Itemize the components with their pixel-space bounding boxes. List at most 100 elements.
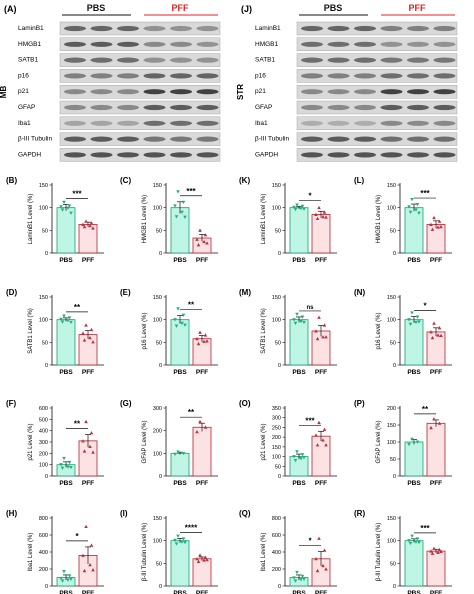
y-tick-label: 150: [39, 295, 48, 301]
blot-band: [433, 57, 456, 63]
data-point: [300, 204, 305, 209]
blot-band: [196, 104, 219, 111]
x-tick-label: PBS: [407, 369, 421, 376]
data-point: [202, 558, 206, 562]
blot-band: [301, 57, 323, 63]
y-tick-label: 100: [387, 318, 396, 324]
blot-strip: [296, 21, 458, 36]
data-point: [410, 437, 414, 442]
panel-label: (I): [120, 509, 128, 518]
y-tick-label: 150: [39, 183, 48, 189]
y-tick-label: 200: [39, 567, 48, 573]
data-point: [415, 315, 420, 319]
blot-band: [407, 120, 429, 126]
data-point: [88, 224, 92, 228]
bar: [404, 207, 424, 254]
blot-band: [301, 41, 323, 47]
data-point: [69, 320, 73, 325]
blot-band: [433, 136, 456, 142]
panel-label: (H): [6, 509, 17, 518]
panel-label: (B): [6, 176, 17, 185]
x-tick-label: PBS: [59, 369, 73, 376]
y-axis-label: LaminB1 Level (%): [261, 194, 267, 245]
blot-row-label: p21: [18, 88, 29, 95]
y-tick-label: 0: [45, 474, 48, 480]
blot-band: [170, 104, 192, 111]
x-tick-label: PBS: [407, 590, 421, 594]
blot-row-label: β-III Tubulin: [255, 136, 289, 143]
blot-row-label: HMGB1: [255, 41, 279, 48]
y-tick-label: 100: [153, 206, 162, 212]
x-tick-label: PBS: [59, 480, 73, 487]
blot-band: [407, 104, 429, 111]
y-tick-label: 150: [387, 183, 396, 189]
data-point: [91, 226, 95, 230]
x-tick-label: PFF: [82, 257, 94, 264]
data-point: [89, 221, 94, 225]
data-point: [295, 450, 299, 454]
data-point: [183, 323, 187, 327]
y-tick-label: 50: [156, 340, 162, 346]
panel-label: (N): [354, 288, 365, 297]
data-point: [198, 228, 202, 232]
y-tick-label: 50: [275, 228, 281, 234]
blot-band: [117, 120, 139, 126]
y-tick-label: 0: [159, 584, 162, 590]
bar: [404, 540, 424, 587]
y-axis-label: p21 Level (%): [28, 423, 34, 460]
blot-band: [117, 104, 139, 111]
data-point: [293, 458, 298, 463]
data-point: [437, 547, 442, 552]
panel-label: (P): [354, 399, 365, 408]
blot-panel-mb: (A) PBS PFF MB LaminB1 HMGB1 SATB1 p16 p21 GFAP Ib…: [0, 3, 221, 162]
data-point: [317, 315, 321, 319]
data-point: [198, 330, 202, 334]
blot-band: [380, 57, 403, 63]
blot-band: [380, 73, 403, 79]
blot-row-label: GAPDH: [255, 151, 278, 158]
blot-band: [170, 89, 192, 95]
significance-label: *: [423, 301, 427, 310]
bar: [56, 207, 76, 254]
data-point: [314, 433, 318, 437]
y-axis-label: GFAP Level (%): [142, 421, 148, 464]
data-point: [60, 579, 65, 583]
data-point: [62, 314, 66, 318]
y-tick-label: 400: [39, 429, 48, 435]
blot-band: [380, 104, 403, 111]
group-label-pbs: PBS: [324, 3, 343, 13]
blot-band: [90, 104, 113, 111]
y-tick-label: 50: [390, 561, 396, 567]
group-label-pff: PFF: [172, 3, 190, 13]
data-point: [321, 438, 325, 442]
data-point: [302, 207, 306, 211]
data-point: [314, 329, 318, 333]
data-point: [88, 444, 92, 449]
y-tick-label: 400: [272, 550, 281, 556]
data-point: [195, 430, 199, 434]
y-tick-label: 100: [272, 318, 281, 324]
x-tick-label: PFF: [430, 590, 442, 594]
blot-band: [354, 136, 376, 142]
y-axis-label: HMGB1 Level (%): [376, 195, 382, 243]
blot-band: [380, 41, 403, 47]
data-point: [429, 330, 433, 334]
y-tick-label: 100: [39, 463, 48, 469]
data-point: [205, 241, 209, 245]
y-tick-label: 50: [275, 340, 281, 346]
chart-q: (Q) Iba1 Level (%) 0 200 400 600 800 PBS PFF *: [239, 509, 337, 594]
significance-label: **: [74, 420, 81, 429]
data-point: [198, 553, 202, 557]
y-tick-label: 200: [153, 429, 162, 435]
data-point: [430, 336, 435, 340]
significance-label: ns: [306, 305, 314, 311]
blot-band: [380, 89, 403, 95]
y-tick-label: 0: [45, 363, 48, 369]
y-tick-label: 600: [39, 533, 48, 539]
data-point: [69, 211, 73, 215]
data-point: [202, 239, 206, 244]
blot-band: [301, 136, 323, 142]
x-tick-label: PFF: [82, 480, 94, 487]
y-axis-label: LaminB1 Level (%): [28, 194, 34, 245]
